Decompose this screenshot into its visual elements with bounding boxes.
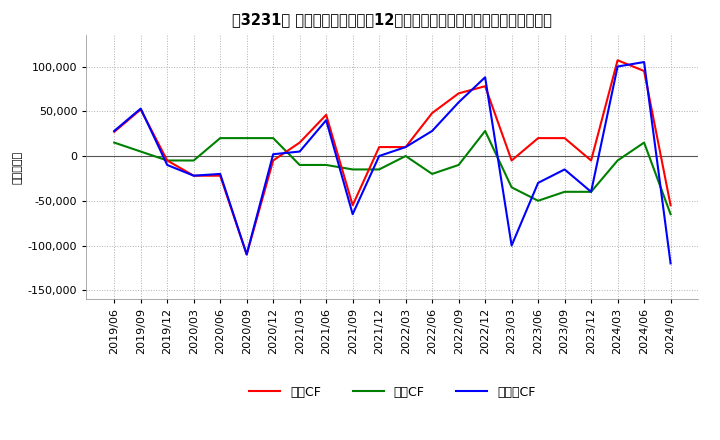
Line: フリーCF: フリーCF xyxy=(114,62,670,264)
フリーCF xyxy=(216,171,225,176)
投資CF xyxy=(454,162,463,168)
投資CF xyxy=(375,167,384,172)
営業CF xyxy=(640,68,649,73)
フリーCF xyxy=(560,167,569,172)
営業CF xyxy=(269,158,277,163)
営業CF xyxy=(560,136,569,141)
フリーCF xyxy=(243,252,251,257)
フリーCF xyxy=(666,261,675,266)
営業CF xyxy=(110,129,119,135)
Line: 投資CF: 投資CF xyxy=(114,131,670,214)
フリーCF xyxy=(136,106,145,111)
営業CF xyxy=(243,252,251,257)
投資CF xyxy=(295,162,304,168)
フリーCF xyxy=(640,59,649,65)
営業CF xyxy=(428,110,436,116)
営業CF xyxy=(508,158,516,163)
投資CF xyxy=(613,158,622,163)
投資CF xyxy=(189,158,198,163)
営業CF xyxy=(481,84,490,89)
投資CF xyxy=(136,149,145,154)
フリーCF xyxy=(587,189,595,194)
営業CF xyxy=(136,107,145,112)
営業CF xyxy=(613,58,622,63)
フリーCF xyxy=(269,152,277,157)
営業CF xyxy=(216,173,225,178)
投資CF xyxy=(163,158,171,163)
投資CF xyxy=(534,198,542,203)
営業CF xyxy=(401,144,410,150)
Y-axis label: （百万円）: （百万円） xyxy=(12,150,22,184)
投資CF xyxy=(216,136,225,141)
投資CF xyxy=(322,162,330,168)
フリーCF xyxy=(375,154,384,159)
営業CF xyxy=(666,202,675,208)
Line: 営業CF: 営業CF xyxy=(114,60,670,254)
フリーCF xyxy=(110,128,119,134)
営業CF xyxy=(375,144,384,150)
フリーCF xyxy=(401,144,410,150)
営業CF xyxy=(454,91,463,96)
フリーCF xyxy=(348,212,357,217)
投資CF xyxy=(428,171,436,176)
投資CF xyxy=(243,136,251,141)
営業CF xyxy=(295,140,304,145)
フリーCF xyxy=(454,100,463,105)
フリーCF xyxy=(295,149,304,154)
投資CF xyxy=(587,189,595,194)
営業CF xyxy=(189,173,198,178)
Title: ［3231］ キャッシュフローの12か月移動合計の対前年同期増減額の推移: ［3231］ キャッシュフローの12か月移動合計の対前年同期増減額の推移 xyxy=(233,12,552,27)
投資CF xyxy=(560,189,569,194)
営業CF xyxy=(163,158,171,163)
営業CF xyxy=(587,158,595,163)
営業CF xyxy=(534,136,542,141)
営業CF xyxy=(348,202,357,208)
投資CF xyxy=(481,128,490,134)
投資CF xyxy=(110,140,119,145)
フリーCF xyxy=(163,162,171,168)
フリーCF xyxy=(189,173,198,178)
投資CF xyxy=(269,136,277,141)
フリーCF xyxy=(322,117,330,123)
Legend: 営業CF, 投資CF, フリーCF: 営業CF, 投資CF, フリーCF xyxy=(244,381,541,404)
投資CF xyxy=(640,140,649,145)
投資CF xyxy=(348,167,357,172)
投資CF xyxy=(666,212,675,217)
フリーCF xyxy=(508,243,516,248)
フリーCF xyxy=(534,180,542,186)
営業CF xyxy=(322,112,330,117)
フリーCF xyxy=(481,75,490,80)
フリーCF xyxy=(613,64,622,69)
投資CF xyxy=(508,185,516,190)
フリーCF xyxy=(428,128,436,134)
投資CF xyxy=(401,154,410,159)
